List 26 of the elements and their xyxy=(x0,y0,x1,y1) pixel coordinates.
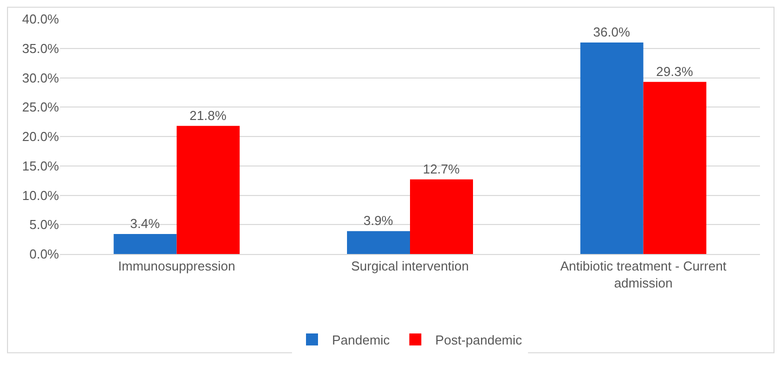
data-label: 36.0% xyxy=(593,24,630,40)
y-tick-label: 20.0% xyxy=(22,129,60,144)
y-tick-label: 10.0% xyxy=(22,188,60,203)
data-label: 21.8% xyxy=(190,108,227,123)
x-tick-label: Immunosuppression xyxy=(118,258,236,274)
y-tick-label: 40.0% xyxy=(22,12,60,27)
y-tick-label: 15.0% xyxy=(22,158,60,174)
data-label: 3.4% xyxy=(130,216,160,232)
bar xyxy=(114,234,177,254)
x-tick-label: Surgical intervention xyxy=(351,258,469,274)
bar xyxy=(347,231,410,254)
data-label: 12.7% xyxy=(422,161,460,176)
y-tick-label: 35.0% xyxy=(22,40,60,56)
y-tick-label: 30.0% xyxy=(22,70,60,86)
y-tick-label: 25.0% xyxy=(22,100,60,115)
legend-label: Pandemic xyxy=(332,332,390,348)
y-tick-label: 0.0% xyxy=(29,246,60,262)
bar xyxy=(176,126,240,254)
legend-label: Post-pandemic xyxy=(435,332,523,348)
data-label: 3.9% xyxy=(363,213,394,228)
data-label: 29.3% xyxy=(656,64,694,79)
x-tick-label: Antibiotic treatment - Current admission xyxy=(560,258,727,290)
bar xyxy=(410,179,473,254)
y-tick-label: 5.0% xyxy=(29,217,60,232)
bar xyxy=(643,82,706,254)
bar xyxy=(580,42,644,254)
